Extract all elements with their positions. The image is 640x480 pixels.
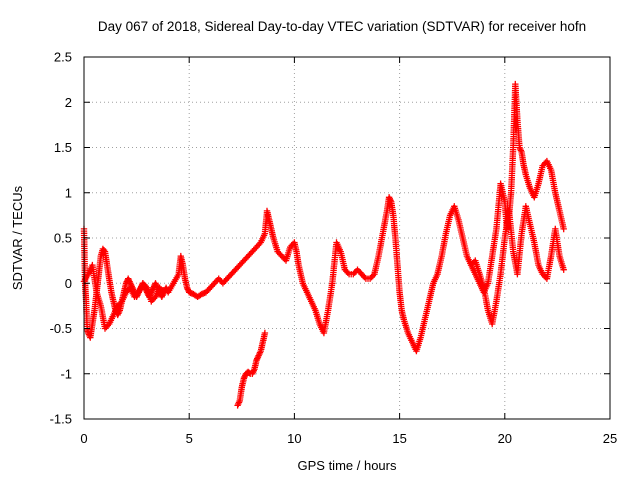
series <box>234 329 269 409</box>
x-tick-label: 20 <box>498 431 512 446</box>
y-tick-label: 1.5 <box>54 140 72 155</box>
y-tick-label: 0 <box>65 276 72 291</box>
x-tick-label: 15 <box>392 431 406 446</box>
y-tick-label: 0.5 <box>54 231 72 246</box>
x-axis-label: GPS time / hours <box>298 458 397 473</box>
data-point-markers <box>234 329 269 409</box>
series <box>467 203 567 328</box>
x-tick-label: 25 <box>603 431 617 446</box>
data-series <box>80 80 567 409</box>
data-point-markers <box>467 203 567 328</box>
y-tick-label: -1.5 <box>50 412 72 427</box>
x-tick-label: 5 <box>186 431 193 446</box>
y-axis-label: SDTVAR / TECUs <box>10 185 25 290</box>
y-tick-label: 2.5 <box>54 50 72 65</box>
x-tick-label: 10 <box>287 431 301 446</box>
y-tick-label: -1 <box>60 366 72 381</box>
chart-title: Day 067 of 2018, Sidereal Day-to-day VTE… <box>98 19 586 34</box>
axes: 0 5 10 15 20 25 -1.5 -1 -0.5 0 0.5 1 1.5 2 2.5 <box>50 50 618 447</box>
y-tick-label: 1 <box>65 185 72 200</box>
y-tick-label: 2 <box>65 95 72 110</box>
x-tick-label: 0 <box>80 431 87 446</box>
y-tick-label: -0.5 <box>50 321 72 336</box>
